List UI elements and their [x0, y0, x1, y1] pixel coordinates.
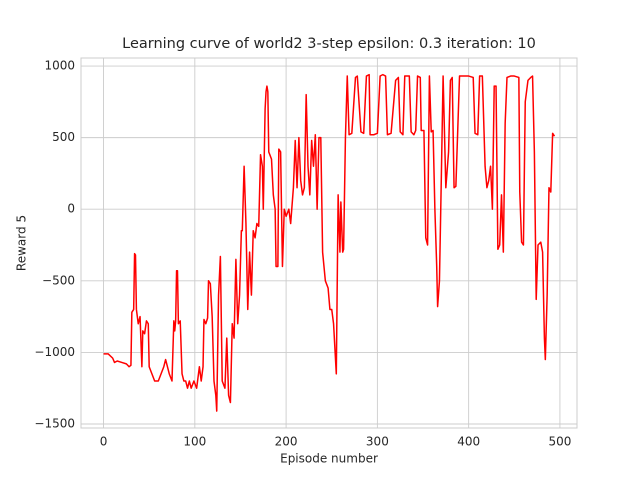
chart-title: Learning curve of world2 3-step epsilon:… [122, 36, 536, 52]
x-tick-label: 500 [548, 435, 571, 449]
y-tick-label: −500 [42, 273, 75, 287]
reward-line [103, 73, 556, 412]
x-tick-label: 300 [366, 435, 389, 449]
y-tick-label: −1000 [34, 345, 75, 359]
plot-frame [80, 57, 578, 429]
x-tick-label: 400 [457, 435, 480, 449]
x-tick-label: 200 [275, 435, 298, 449]
x-tick-label: 0 [100, 435, 108, 449]
y-axis-label: Reward 5 [15, 215, 29, 271]
y-tick-label: 0 [67, 202, 75, 216]
y-tick-label: 500 [52, 130, 75, 144]
x-tick-label: 100 [183, 435, 206, 449]
x-axis-label: Episode number [280, 452, 378, 466]
y-tick-label: 1000 [44, 59, 75, 73]
y-tick-label: −1500 [34, 416, 75, 430]
